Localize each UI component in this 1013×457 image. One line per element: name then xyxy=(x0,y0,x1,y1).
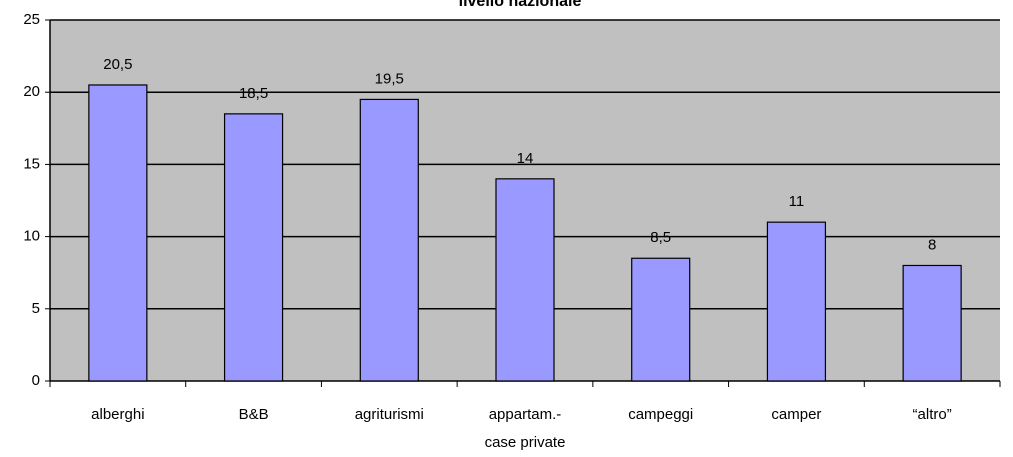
bar xyxy=(359,98,419,382)
value-label: 8,5 xyxy=(650,229,671,246)
x-tick-label: camper xyxy=(771,406,821,423)
bar xyxy=(902,264,962,382)
y-tick-label: 20 xyxy=(23,83,40,100)
x-tick-label: campeggi xyxy=(628,406,693,423)
x-tick-label: agriturismi xyxy=(355,406,424,423)
x-tick-label: B&B xyxy=(239,406,269,423)
value-label: 19,5 xyxy=(375,70,404,87)
bar xyxy=(495,178,555,382)
value-label: 8 xyxy=(928,236,936,253)
bar xyxy=(766,221,827,382)
x-tick-label: alberghi xyxy=(91,406,144,423)
x-tick-label: “altro” xyxy=(913,406,952,423)
y-tick-label: 25 xyxy=(23,11,40,28)
y-tick-label: 0 xyxy=(32,372,40,389)
bar xyxy=(631,257,691,382)
value-label: 11 xyxy=(789,193,805,210)
value-label: 18,5 xyxy=(239,85,268,102)
value-label: 14 xyxy=(517,150,534,167)
y-tick-label: 15 xyxy=(23,155,40,172)
chart-title: livello nazionale xyxy=(459,0,582,10)
y-tick-label: 5 xyxy=(32,300,40,317)
x-tick-label: appartam.-case private xyxy=(485,406,566,451)
y-tick-label: 10 xyxy=(23,228,40,245)
value-label: 20,5 xyxy=(103,56,132,73)
bar xyxy=(223,113,284,382)
bar xyxy=(88,84,148,382)
